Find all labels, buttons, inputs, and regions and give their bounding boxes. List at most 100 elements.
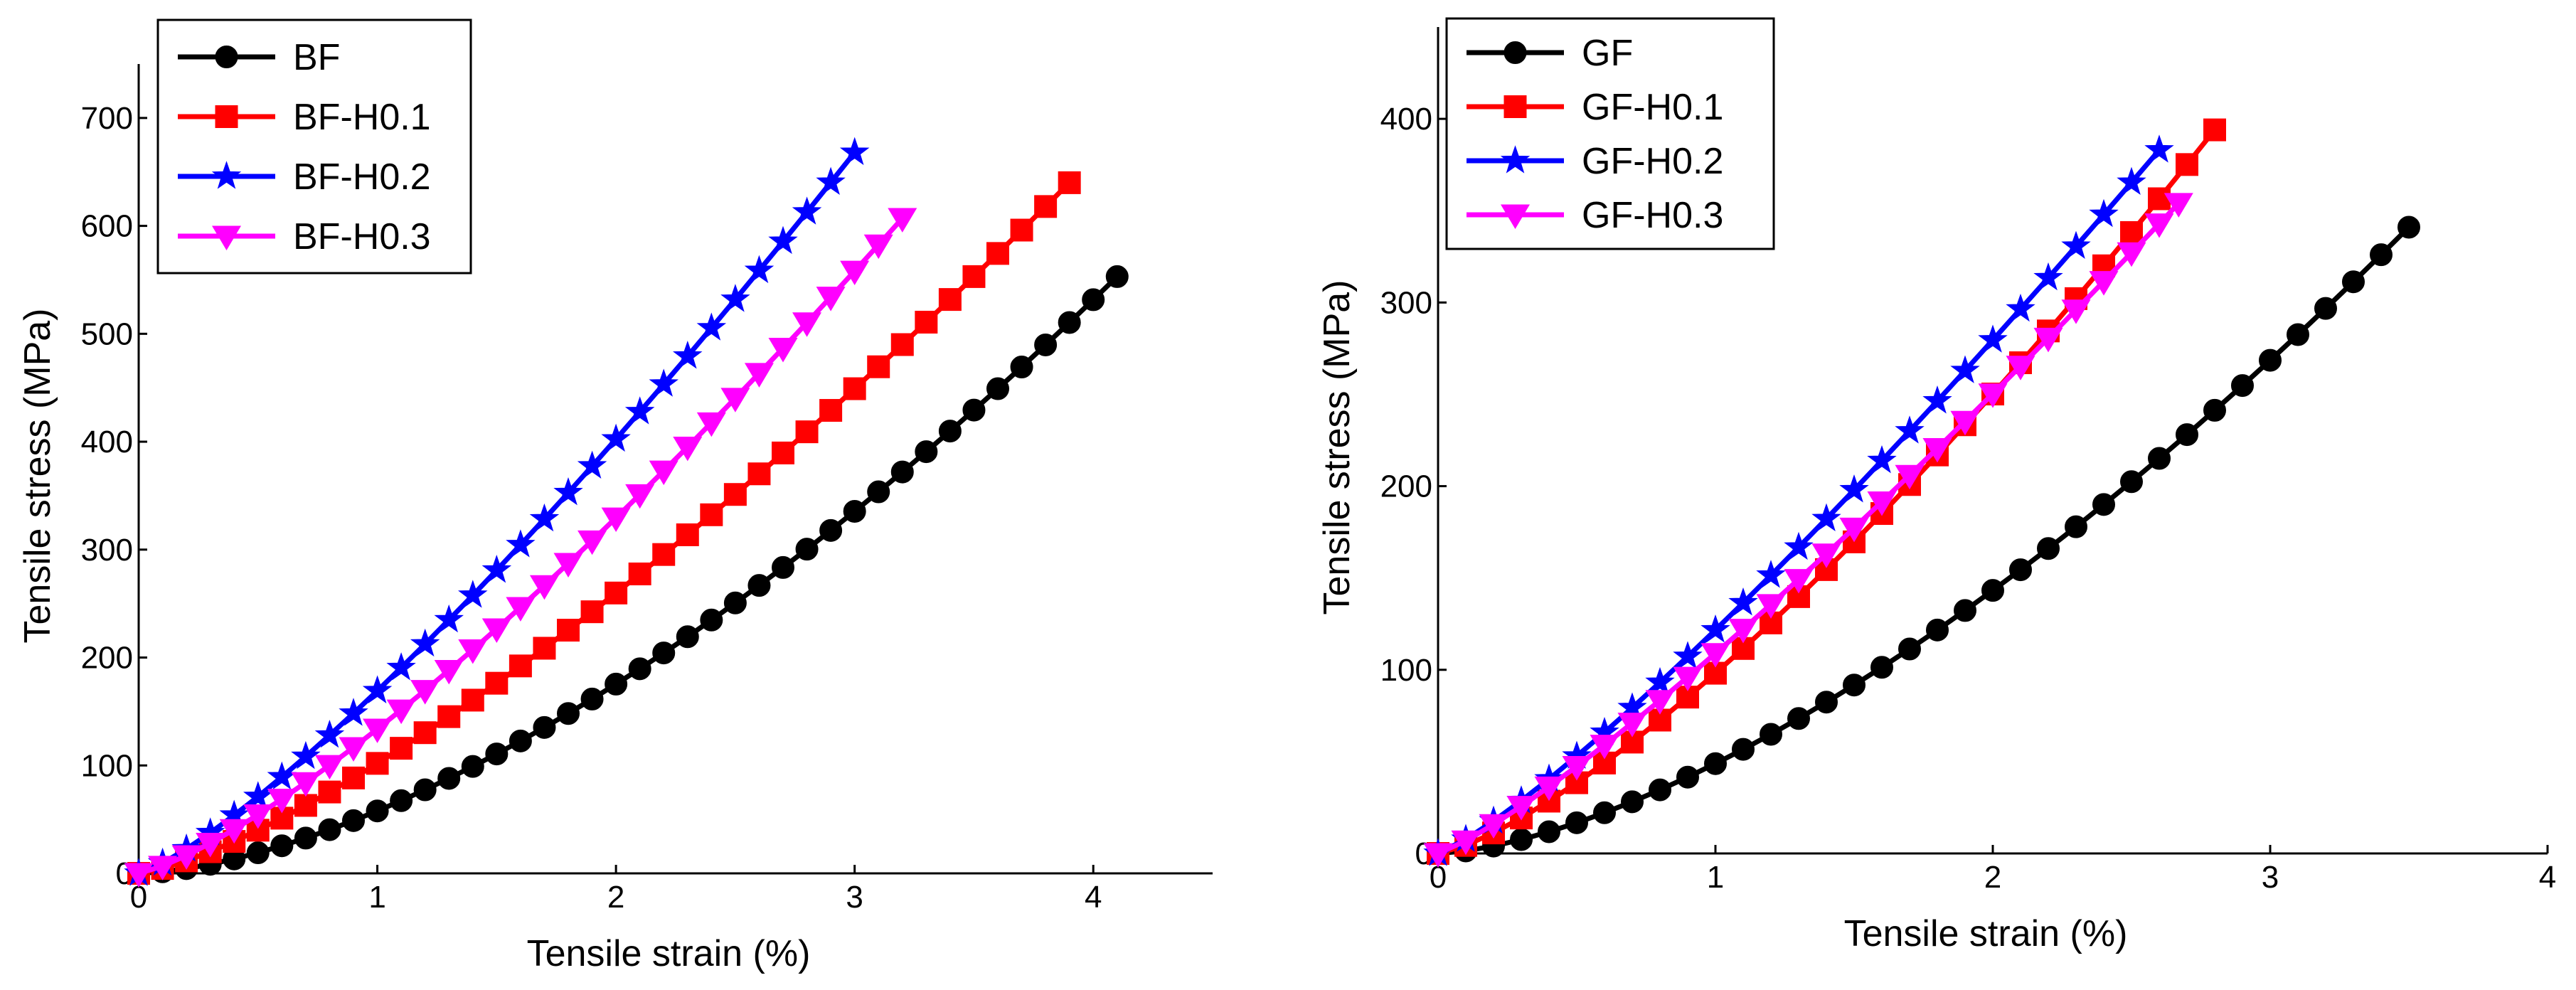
x-tick-label: 2	[1984, 860, 2001, 895]
data-point	[529, 575, 559, 600]
data-point	[294, 794, 317, 817]
data-point	[148, 856, 178, 880]
data-point	[2033, 327, 2063, 353]
data-point	[1784, 531, 1814, 560]
data-point	[1728, 587, 1758, 616]
data-point	[2176, 423, 2198, 447]
x-axis-title: Tensile strain (%)	[1844, 913, 2128, 954]
data-point	[1784, 569, 1814, 594]
data-point	[720, 388, 750, 412]
data-point	[1058, 311, 1081, 334]
data-point	[2314, 297, 2337, 320]
data-point	[744, 255, 775, 284]
data-point	[723, 591, 747, 614]
data-point	[294, 826, 317, 850]
data-point	[986, 242, 1009, 265]
data-point	[1867, 491, 1897, 516]
data-point	[1843, 674, 1866, 697]
data-point	[362, 675, 393, 703]
legend-marker	[215, 46, 238, 68]
data-point	[1676, 765, 1699, 789]
data-point	[413, 721, 437, 745]
data-point	[768, 225, 798, 255]
data-point	[1898, 637, 1921, 661]
data-point	[363, 718, 393, 743]
x-axis-title: Tensile strain (%)	[527, 933, 811, 974]
legend-marker	[215, 105, 238, 128]
data-point	[506, 529, 536, 558]
data-point	[624, 396, 655, 425]
data-point	[2061, 230, 2091, 259]
data-point	[1978, 324, 2008, 353]
x-tick-label: 1	[368, 880, 385, 915]
data-point	[1010, 356, 1033, 379]
data-point	[628, 657, 651, 681]
data-point	[2092, 493, 2115, 516]
data-point	[649, 368, 678, 397]
data-point	[434, 604, 464, 633]
data-point	[1590, 735, 1619, 760]
data-point	[580, 600, 604, 624]
data-point	[795, 420, 819, 444]
data-point	[291, 772, 321, 797]
data-point	[673, 436, 703, 462]
data-point	[890, 333, 914, 356]
data-point	[485, 671, 509, 695]
y-tick-label: 300	[1380, 285, 1432, 320]
legend-box	[1445, 17, 1775, 250]
data-point	[339, 698, 368, 726]
data-point	[437, 767, 461, 790]
data-point	[509, 654, 532, 678]
data-point	[314, 755, 344, 780]
data-point	[291, 740, 321, 770]
legend-label: BF-H0.2	[293, 156, 431, 198]
data-point	[700, 608, 723, 632]
data-point	[1815, 691, 1838, 714]
data-point	[506, 597, 536, 622]
data-point	[553, 477, 583, 506]
data-point	[2203, 118, 2226, 142]
data-point	[816, 166, 846, 196]
series-bf-h0.1	[127, 171, 1081, 885]
data-point	[676, 625, 699, 649]
data-point	[386, 652, 416, 681]
data-point	[219, 819, 249, 844]
data-point	[434, 659, 464, 685]
data-point	[2089, 271, 2119, 296]
data-point	[2061, 299, 2091, 324]
data-point	[342, 766, 365, 789]
data-point	[2176, 153, 2198, 176]
data-point	[795, 538, 819, 561]
data-point	[628, 562, 651, 585]
y-tick-label: 100	[1380, 653, 1432, 688]
data-point	[863, 234, 893, 260]
data-point	[267, 788, 297, 814]
data-point	[2006, 293, 2035, 322]
data-point	[792, 312, 822, 337]
legend: BF BF-H0.1 BF-H0.2 BF-H0.3	[156, 18, 472, 275]
data-point	[962, 265, 986, 288]
data-point	[1981, 579, 2004, 602]
data-point	[577, 450, 607, 479]
data-point	[2037, 537, 2060, 560]
data-point	[2089, 198, 2119, 228]
data-point	[938, 420, 962, 443]
data-point	[314, 719, 345, 748]
data-point	[246, 841, 270, 865]
data-point	[1538, 820, 1560, 843]
legend-marker	[1503, 95, 1527, 118]
data-point	[1034, 333, 1058, 356]
data-point	[243, 804, 273, 829]
data-point	[533, 637, 556, 660]
data-point	[1950, 355, 1980, 383]
data-point	[605, 581, 628, 605]
legend-box	[156, 18, 472, 275]
data-point	[386, 699, 416, 725]
legend-marker	[211, 225, 242, 250]
data-point	[601, 507, 631, 533]
data-point	[1510, 828, 1533, 851]
data-point	[747, 574, 771, 597]
data-point	[557, 702, 580, 725]
